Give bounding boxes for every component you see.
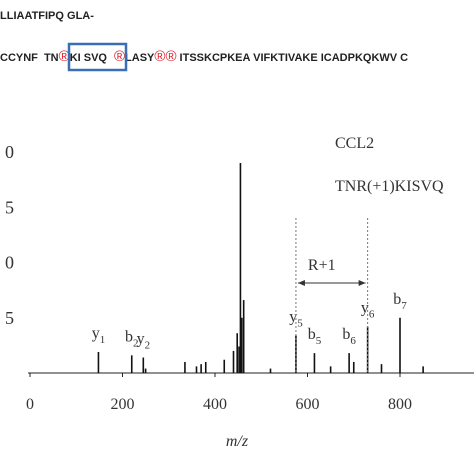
ion-type: y: [137, 331, 145, 348]
sequence-part: TN: [44, 52, 59, 64]
sequence-part: CCYNF: [0, 52, 41, 64]
peak-label: y6: [361, 300, 375, 321]
ion-type: b: [393, 291, 401, 308]
chart-subtitle: TNR(+1)KISVQ: [335, 178, 444, 195]
ion-number: 2: [145, 340, 151, 352]
ion-number: 6: [350, 335, 356, 347]
arrow-head: [297, 280, 366, 286]
peak-label: b7: [393, 291, 407, 312]
y-tick-label: 0: [5, 253, 14, 273]
y-tick-label: 5: [5, 197, 14, 217]
y-tick-label: 5: [5, 308, 14, 328]
annotation: R+1: [308, 257, 336, 274]
ion-type: y: [289, 308, 297, 325]
x-tick-label: 800: [388, 396, 412, 413]
sequence-line: LLIAATFIPQ GLA-: [0, 10, 94, 22]
ion-type: b: [125, 328, 133, 345]
x-tick-label: 200: [111, 396, 135, 413]
y-tick-label: 0: [5, 142, 14, 162]
modification: ®: [59, 48, 70, 65]
peak-label: y5: [289, 308, 303, 329]
highlight-box: [67, 42, 128, 72]
ion-type: b: [308, 326, 316, 343]
peak-label: b2: [125, 328, 139, 349]
ion-number: 7: [401, 300, 407, 312]
modification: ®: [114, 48, 125, 65]
ion-number: 5: [316, 335, 322, 347]
ion-type: y: [361, 300, 369, 317]
x-tick-label: 600: [296, 396, 320, 413]
ion-number: 1: [100, 334, 106, 346]
sequence-part: KI SVQ: [70, 52, 108, 64]
peak-label: b5: [308, 326, 322, 347]
x-axis-label: m/z: [226, 433, 249, 450]
x-tick-label: 0: [26, 396, 34, 413]
ion-number: 5: [297, 317, 303, 329]
ion-type: y: [92, 325, 100, 342]
peak-label: y2: [137, 331, 151, 352]
ion-type: b: [342, 326, 350, 343]
peak-label: y1: [92, 325, 106, 346]
ion-number: 6: [369, 309, 375, 321]
ion-number: 2: [133, 337, 139, 349]
chart-title: CCL2: [335, 135, 374, 152]
x-tick-label: 400: [203, 396, 227, 413]
sequence-line: CCYNF TN®KI SVQ ®LASY®® ITSSKCPKEA VIFKTI…: [0, 48, 408, 65]
peak-label: b6: [342, 326, 356, 347]
sequence-part: LASY: [125, 52, 155, 64]
sequence-part: ITSSKCPKEA VIFKTIVAKE ICADPKQKWV C: [177, 52, 409, 64]
modification: ®®: [154, 48, 176, 65]
